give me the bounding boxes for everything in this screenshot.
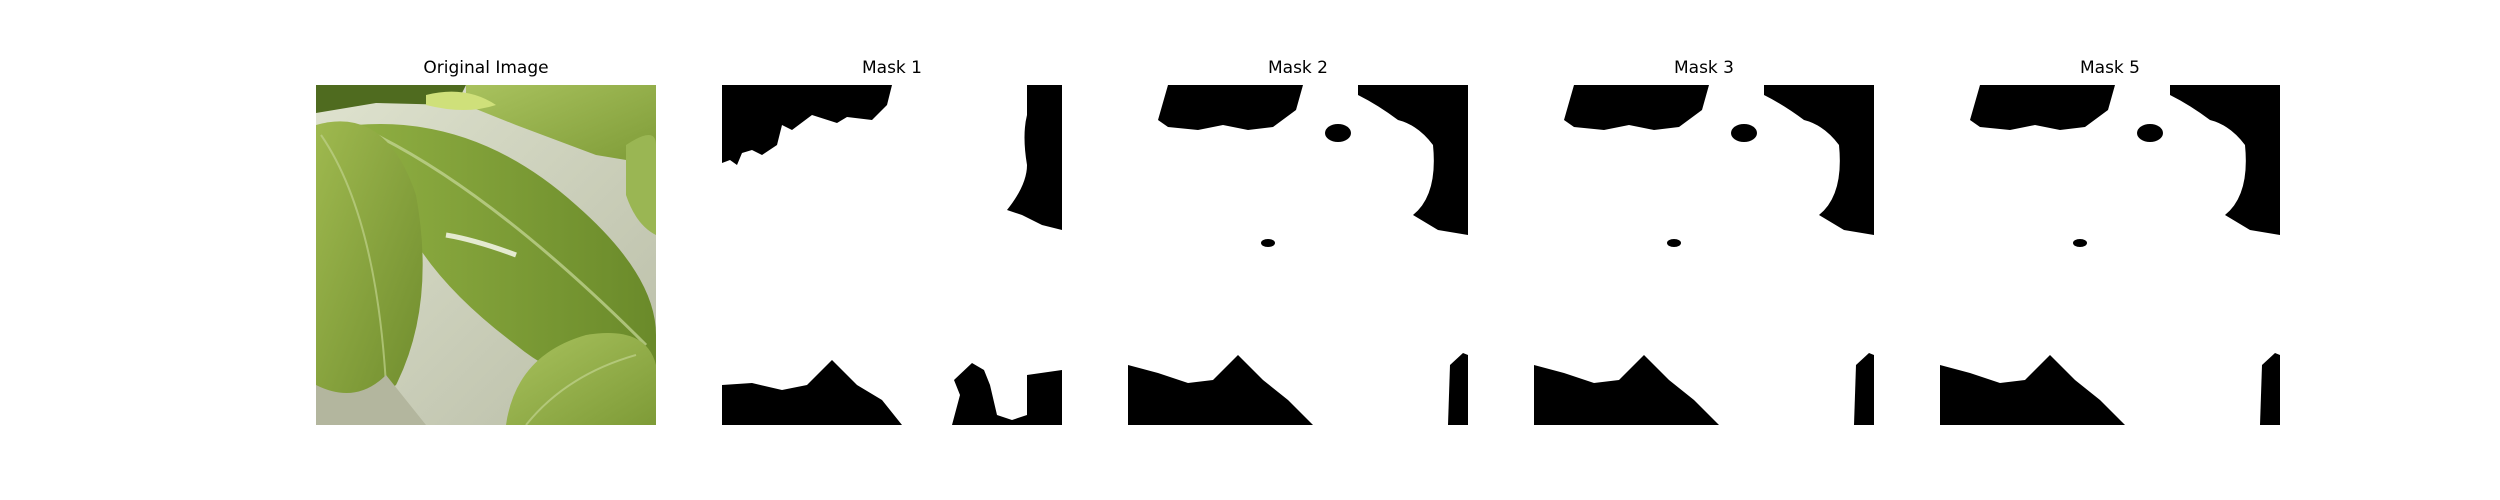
original-image: [316, 85, 656, 425]
panel-title: Mask 5: [2079, 58, 2140, 78]
mask-5-image: [1940, 85, 2280, 425]
panel-title: Original Image: [423, 58, 549, 78]
panel-title: Mask 2: [1267, 58, 1328, 78]
panel-title: Mask 3: [1673, 58, 1734, 78]
panel-title: Mask 1: [861, 58, 922, 78]
mask-3-image: [1534, 85, 1874, 425]
mask-1-image: [722, 85, 1062, 425]
mask-2-image: [1128, 85, 1468, 425]
